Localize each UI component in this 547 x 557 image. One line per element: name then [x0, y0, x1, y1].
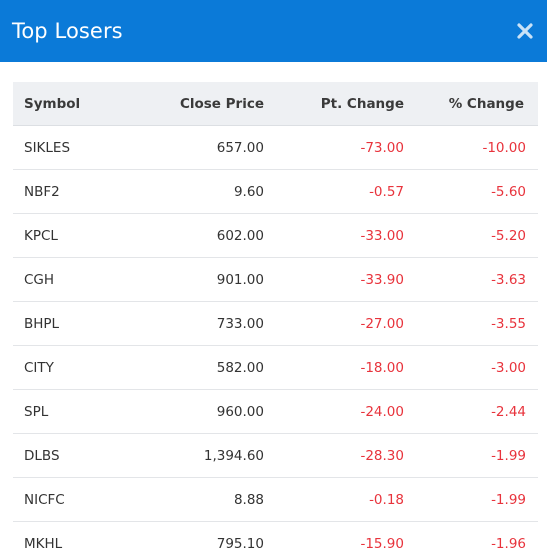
cell-close-price: 657.00 [144, 125, 264, 170]
losers-table-container: Symbol Close Price Pt. Change % Change S… [13, 82, 538, 557]
cell-symbol[interactable]: SIKLES [13, 125, 144, 170]
cell-pt-change: -33.00 [264, 213, 404, 258]
cell-close-price: 9.60 [144, 169, 264, 214]
cell-pct-change: -2.44 [404, 389, 538, 434]
header-pct-change[interactable]: % Change [404, 82, 538, 126]
cell-symbol[interactable]: MKHL [13, 521, 144, 557]
header-close-price[interactable]: Close Price [144, 82, 264, 126]
cell-symbol[interactable]: NBF2 [13, 169, 144, 214]
table-row[interactable]: BHPL 733.00 -27.00 -3.55 [13, 301, 538, 346]
cell-pt-change: -15.90 [264, 521, 404, 557]
cell-pt-change: -24.00 [264, 389, 404, 434]
cell-symbol[interactable]: BHPL [13, 301, 144, 346]
cell-pct-change: -5.20 [404, 213, 538, 258]
table-row[interactable]: CGH 901.00 -33.90 -3.63 [13, 257, 538, 302]
cell-close-price: 733.00 [144, 301, 264, 346]
table-header-row: Symbol Close Price Pt. Change % Change [13, 82, 538, 126]
cell-symbol[interactable]: KPCL [13, 213, 144, 258]
close-button[interactable] [513, 19, 537, 43]
header-pt-change[interactable]: Pt. Change [264, 82, 404, 126]
cell-close-price: 582.00 [144, 345, 264, 390]
cell-pt-change: -18.00 [264, 345, 404, 390]
modal-title: Top Losers [12, 19, 123, 43]
cell-pt-change: -27.00 [264, 301, 404, 346]
table-row[interactable]: CITY 582.00 -18.00 -3.00 [13, 345, 538, 390]
table-row[interactable]: NBF2 9.60 -0.57 -5.60 [13, 169, 538, 214]
cell-pct-change: -3.63 [404, 257, 538, 302]
cell-symbol[interactable]: CGH [13, 257, 144, 302]
table-row[interactable]: KPCL 602.00 -33.00 -5.20 [13, 213, 538, 258]
cell-symbol[interactable]: NICFC [13, 477, 144, 522]
cell-pct-change: -5.60 [404, 169, 538, 214]
cell-pct-change: -1.99 [404, 477, 538, 522]
cell-pt-change: -0.57 [264, 169, 404, 214]
close-x-icon [517, 23, 533, 39]
table-row[interactable]: SIKLES 657.00 -73.00 -10.00 [13, 125, 538, 170]
cell-symbol[interactable]: SPL [13, 389, 144, 434]
table-row[interactable]: SPL 960.00 -24.00 -2.44 [13, 389, 538, 434]
cell-pct-change: -10.00 [404, 125, 538, 170]
cell-symbol[interactable]: DLBS [13, 433, 144, 478]
table-row[interactable]: NICFC 8.88 -0.18 -1.99 [13, 477, 538, 522]
cell-close-price: 901.00 [144, 257, 264, 302]
header-symbol[interactable]: Symbol [13, 82, 144, 126]
cell-pct-change: -3.55 [404, 301, 538, 346]
cell-pct-change: -3.00 [404, 345, 538, 390]
table-row[interactable]: MKHL 795.10 -15.90 -1.96 [13, 521, 538, 557]
cell-pt-change: -0.18 [264, 477, 404, 522]
cell-close-price: 602.00 [144, 213, 264, 258]
modal-header: Top Losers [0, 0, 547, 62]
cell-pct-change: -1.99 [404, 433, 538, 478]
cell-pt-change: -28.30 [264, 433, 404, 478]
cell-close-price: 795.10 [144, 521, 264, 557]
cell-pt-change: -73.00 [264, 125, 404, 170]
cell-close-price: 1,394.60 [144, 433, 264, 478]
table-body: SIKLES 657.00 -73.00 -10.00 NBF2 9.60 -0.57 -5.… [13, 125, 538, 557]
table-row[interactable]: DLBS 1,394.60 -28.30 -1.99 [13, 433, 538, 478]
cell-pct-change: -1.96 [404, 521, 538, 557]
cell-close-price: 960.00 [144, 389, 264, 434]
cell-close-price: 8.88 [144, 477, 264, 522]
losers-table: Symbol Close Price Pt. Change % Change S… [13, 82, 538, 557]
cell-pt-change: -33.90 [264, 257, 404, 302]
cell-symbol[interactable]: CITY [13, 345, 144, 390]
